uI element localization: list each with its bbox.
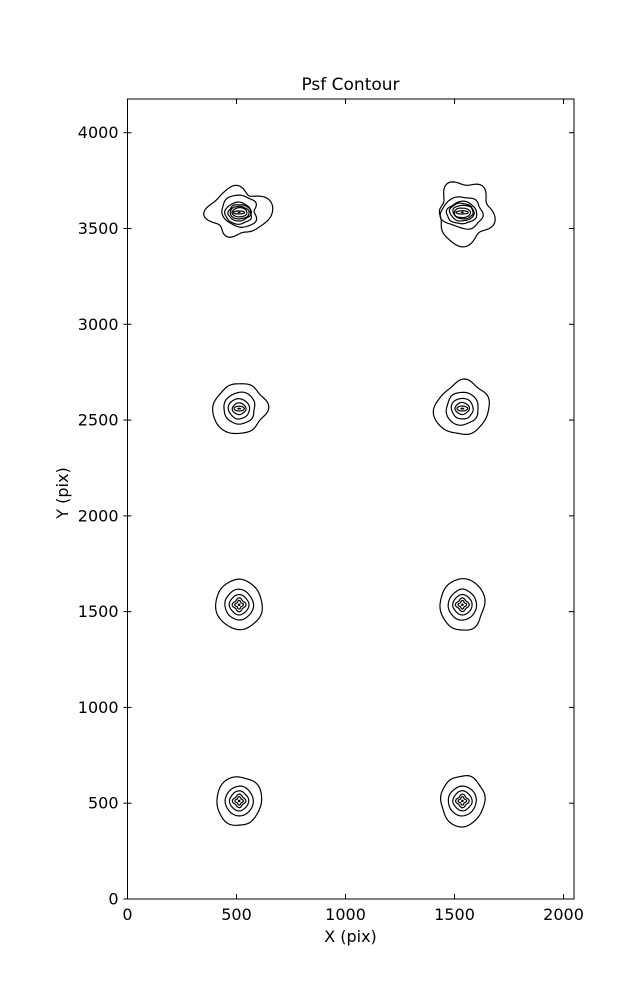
contour-line <box>228 790 250 812</box>
contour-line <box>233 405 245 412</box>
contour-line <box>232 210 246 215</box>
x-tick-label: 1000 <box>325 905 366 924</box>
contour-line <box>457 796 468 806</box>
contour-center-dot <box>461 603 464 607</box>
x-tick-label: 0 <box>122 905 132 924</box>
contour-line <box>445 391 479 426</box>
psf-contour-group <box>215 578 263 631</box>
contour-line <box>440 775 486 828</box>
contour-line <box>452 593 473 616</box>
contour-line <box>455 210 469 215</box>
y-tick-label: 3000 <box>78 315 119 334</box>
contour-line <box>447 588 478 621</box>
contour-line <box>432 378 490 435</box>
contour-line <box>445 200 478 225</box>
x-axis-label: X (pix) <box>324 927 377 946</box>
contour-line <box>228 593 250 616</box>
contour-line <box>231 402 247 416</box>
contour-center-dot <box>237 603 241 607</box>
x-tick-label: 1500 <box>434 905 475 924</box>
y-tick-label: 1000 <box>78 698 119 717</box>
contour-line <box>453 207 472 219</box>
y-tick-label: 3500 <box>78 219 119 238</box>
contour-center-dot <box>460 211 464 214</box>
contour-line <box>215 578 263 631</box>
y-tick-label: 4000 <box>78 123 119 142</box>
x-tick-label: 500 <box>221 905 252 924</box>
contour-line <box>231 793 247 809</box>
contour-line <box>224 785 254 817</box>
y-tick-label: 1500 <box>78 602 119 621</box>
contour-line <box>454 401 471 416</box>
contour-line <box>224 588 255 621</box>
contour-line <box>223 391 256 425</box>
contour-line <box>216 776 263 826</box>
x-tick-label: 2000 <box>543 905 584 924</box>
y-tick-label: 2500 <box>78 411 119 430</box>
contour-line <box>234 599 244 610</box>
y-tick-label: 0 <box>108 890 118 909</box>
contour-line <box>452 790 473 812</box>
contour-line <box>227 398 251 420</box>
contour-center-dot <box>460 407 465 410</box>
psf-contour-group <box>212 383 270 435</box>
contour-line <box>439 196 484 230</box>
contour-line <box>456 405 469 412</box>
contour-center-dot <box>237 799 241 803</box>
contour-line <box>447 785 477 817</box>
psf-contour-group <box>203 184 274 238</box>
contour-line <box>212 383 270 435</box>
psf-contour-group <box>440 775 486 828</box>
chart-title: Psf Contour <box>301 75 400 95</box>
psf-contour-group <box>432 378 490 435</box>
contour-line <box>448 202 475 222</box>
contour-line <box>231 597 247 613</box>
contour-line <box>234 796 244 806</box>
contour-center-dot <box>237 407 242 410</box>
contour-line <box>452 204 474 220</box>
contour-line <box>455 793 470 809</box>
psf-contour-group <box>439 578 486 631</box>
contour-line <box>224 201 253 225</box>
contour-line <box>454 597 470 613</box>
contour-line <box>227 204 252 222</box>
contour-line <box>221 194 258 228</box>
y-axis-label: Y (pix) <box>53 467 72 519</box>
contour-center-dot <box>237 211 241 214</box>
y-tick-label: 500 <box>88 794 119 813</box>
psf-contour-group <box>216 776 263 826</box>
contour-line <box>203 184 274 238</box>
contour-line <box>439 578 486 631</box>
contour-line <box>231 206 248 218</box>
psf-contour-group <box>438 181 496 248</box>
contour-center-dot <box>461 799 464 803</box>
plot-frame <box>127 98 575 900</box>
contour-line <box>457 599 468 610</box>
contour-line <box>229 205 250 220</box>
contour-line <box>438 181 496 248</box>
y-tick-label: 2000 <box>78 506 119 525</box>
contour-line <box>450 397 474 420</box>
